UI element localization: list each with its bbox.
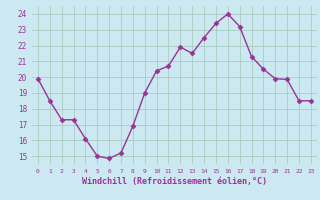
X-axis label: Windchill (Refroidissement éolien,°C): Windchill (Refroidissement éolien,°C) — [82, 177, 267, 186]
